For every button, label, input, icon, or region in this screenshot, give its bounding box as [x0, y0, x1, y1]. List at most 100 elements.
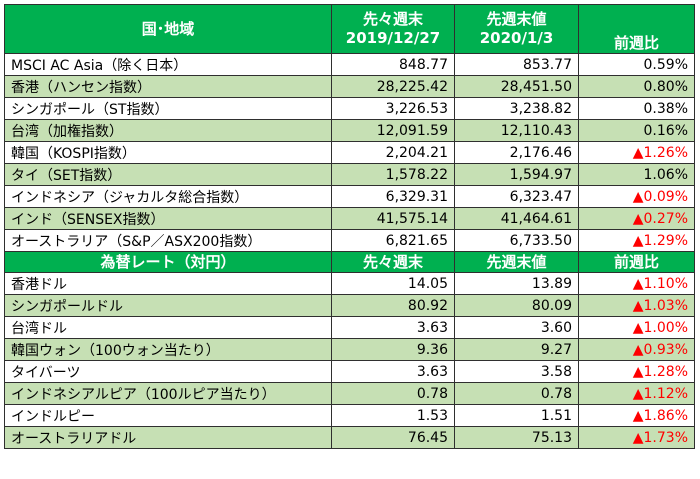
- row-prev2: 41,575.14: [331, 207, 455, 230]
- row-change: ▲1.28%: [578, 360, 695, 383]
- row-prev1: 75.13: [454, 426, 579, 449]
- row-prev1: 9.27: [454, 338, 579, 361]
- header-prev2-label: 先々週末: [362, 10, 423, 28]
- row-change: 1.06%: [578, 163, 695, 186]
- row-name: オーストラリア（S&P／ASX200指数）: [4, 229, 332, 252]
- row-prev1: 3.60: [454, 316, 579, 339]
- table-row: シンガポール（ST指数） 3,226.53 3,238.82 0.38%: [4, 97, 695, 120]
- row-name: 香港（ハンセン指数）: [4, 75, 332, 98]
- table-row: 香港（ハンセン指数） 28,225.42 28,451.50 0.80%: [4, 75, 695, 98]
- row-name: タイ（SET指数）: [4, 163, 332, 186]
- table-row: オーストラリア（S&P／ASX200指数） 6,821.65 6,733.50 ▲1.…: [4, 229, 695, 252]
- row-prev2: 76.45: [331, 426, 455, 449]
- row-name: インド（SENSEX指数）: [4, 207, 332, 230]
- header-prev1: 先週末値 2020/1/3: [454, 4, 579, 54]
- row-change: 0.80%: [578, 75, 695, 98]
- fx-header-change: 前週比: [578, 251, 695, 273]
- row-name: シンガポール（ST指数）: [4, 97, 332, 120]
- table-row: インド（SENSEX指数） 41,575.14 41,464.61 ▲0.27%: [4, 207, 695, 230]
- row-prev2: 6,821.65: [331, 229, 455, 252]
- row-change: ▲1.03%: [578, 294, 695, 317]
- row-prev1: 12,110.43: [454, 119, 579, 142]
- table-row: タイ（SET指数） 1,578.22 1,594.97 1.06%: [4, 163, 695, 186]
- table-row: インドネシア（ジャカルタ総合指数） 6,329.31 6,323.47 ▲0.09%: [4, 185, 695, 208]
- fx-body: 香港ドル 14.05 13.89 ▲1.10% シンガポールドル 80.92 80.09 ▲1…: [4, 272, 695, 449]
- row-prev1: 80.09: [454, 294, 579, 317]
- row-name: 台湾ドル: [4, 316, 332, 339]
- row-prev2: 14.05: [331, 272, 455, 295]
- row-prev2: 3.63: [331, 360, 455, 383]
- row-change: ▲0.09%: [578, 185, 695, 208]
- header-change: 前週比: [578, 4, 695, 54]
- row-name: シンガポールドル: [4, 294, 332, 317]
- row-prev2: 12,091.59: [331, 119, 455, 142]
- header-prev2: 先々週末 2019/12/27: [331, 4, 455, 54]
- row-prev1: 2,176.46: [454, 141, 579, 164]
- row-change: 0.16%: [578, 119, 695, 142]
- row-prev1: 1,594.97: [454, 163, 579, 186]
- header-prev1-date: 2020/1/3: [479, 29, 554, 47]
- stocks-header-row: 国･地域 先々週末 2019/12/27 先週末値 2020/1/3 前週比: [4, 4, 695, 54]
- row-prev1: 1.51: [454, 404, 579, 427]
- row-change: ▲0.27%: [578, 207, 695, 230]
- row-name: タイバーツ: [4, 360, 332, 383]
- fx-header-row: 為替レート（対円） 先々週末 先週末値 前週比: [4, 251, 695, 273]
- row-prev1: 13.89: [454, 272, 579, 295]
- row-prev1: 3.58: [454, 360, 579, 383]
- fx-header-prev1: 先週末値: [454, 251, 579, 273]
- fx-header-prev2: 先々週末: [331, 251, 455, 273]
- market-table: 国･地域 先々週末 2019/12/27 先週末値 2020/1/3 前週比 M…: [4, 4, 695, 449]
- table-row: 台湾（加権指数） 12,091.59 12,110.43 0.16%: [4, 119, 695, 142]
- table-row: 台湾ドル 3.63 3.60 ▲1.00%: [4, 316, 695, 339]
- row-prev1: 41,464.61: [454, 207, 579, 230]
- row-name: 台湾（加権指数）: [4, 119, 332, 142]
- row-prev1: 853.77: [454, 53, 579, 76]
- row-name: 韓国ウォン（100ウォン当たり）: [4, 338, 332, 361]
- row-change: 0.38%: [578, 97, 695, 120]
- row-change: ▲1.29%: [578, 229, 695, 252]
- row-prev2: 3.63: [331, 316, 455, 339]
- row-name: インドネシアルピア（100ルピア当たり）: [4, 382, 332, 405]
- row-name: オーストラリアドル: [4, 426, 332, 449]
- table-row: インドネシアルピア（100ルピア当たり） 0.78 0.78 ▲1.12%: [4, 382, 695, 405]
- header-region: 国･地域: [4, 4, 332, 54]
- row-change: ▲1.00%: [578, 316, 695, 339]
- table-row: MSCI AC Asia（除く日本） 848.77 853.77 0.59%: [4, 53, 695, 76]
- table-row: 香港ドル 14.05 13.89 ▲1.10%: [4, 272, 695, 295]
- row-name: MSCI AC Asia（除く日本）: [4, 53, 332, 76]
- row-name: インドネシア（ジャカルタ総合指数）: [4, 185, 332, 208]
- header-prev2-date: 2019/12/27: [345, 29, 441, 47]
- row-change: ▲0.93%: [578, 338, 695, 361]
- row-prev2: 6,329.31: [331, 185, 455, 208]
- table-row: タイバーツ 3.63 3.58 ▲1.28%: [4, 360, 695, 383]
- header-prev1-label: 先週末値: [486, 10, 547, 28]
- row-prev2: 2,204.21: [331, 141, 455, 164]
- row-prev2: 80.92: [331, 294, 455, 317]
- row-name: 香港ドル: [4, 272, 332, 295]
- row-prev1: 0.78: [454, 382, 579, 405]
- row-prev2: 0.78: [331, 382, 455, 405]
- row-change: ▲1.86%: [578, 404, 695, 427]
- table-row: オーストラリアドル 76.45 75.13 ▲1.73%: [4, 426, 695, 449]
- stocks-body: MSCI AC Asia（除く日本） 848.77 853.77 0.59% 香港（ハン…: [4, 53, 695, 252]
- row-prev1: 3,238.82: [454, 97, 579, 120]
- row-prev2: 28,225.42: [331, 75, 455, 98]
- table-row: インドルピー 1.53 1.51 ▲1.86%: [4, 404, 695, 427]
- row-prev2: 1.53: [331, 404, 455, 427]
- row-name: インドルピー: [4, 404, 332, 427]
- row-name: 韓国（KOSPI指数）: [4, 141, 332, 164]
- row-prev2: 848.77: [331, 53, 455, 76]
- row-prev1: 28,451.50: [454, 75, 579, 98]
- row-change: ▲1.12%: [578, 382, 695, 405]
- row-prev2: 9.36: [331, 338, 455, 361]
- table-row: シンガポールドル 80.92 80.09 ▲1.03%: [4, 294, 695, 317]
- table-row: 韓国ウォン（100ウォン当たり） 9.36 9.27 ▲0.93%: [4, 338, 695, 361]
- fx-header-body: 為替レート（対円） 先々週末 先週末値 前週比: [4, 251, 695, 273]
- fx-header-title: 為替レート（対円）: [4, 251, 332, 273]
- row-change: 0.59%: [578, 53, 695, 76]
- row-change: ▲1.10%: [578, 272, 695, 295]
- row-change: ▲1.73%: [578, 426, 695, 449]
- row-prev2: 1,578.22: [331, 163, 455, 186]
- table-row: 韓国（KOSPI指数） 2,204.21 2,176.46 ▲1.26%: [4, 141, 695, 164]
- row-change: ▲1.26%: [578, 141, 695, 164]
